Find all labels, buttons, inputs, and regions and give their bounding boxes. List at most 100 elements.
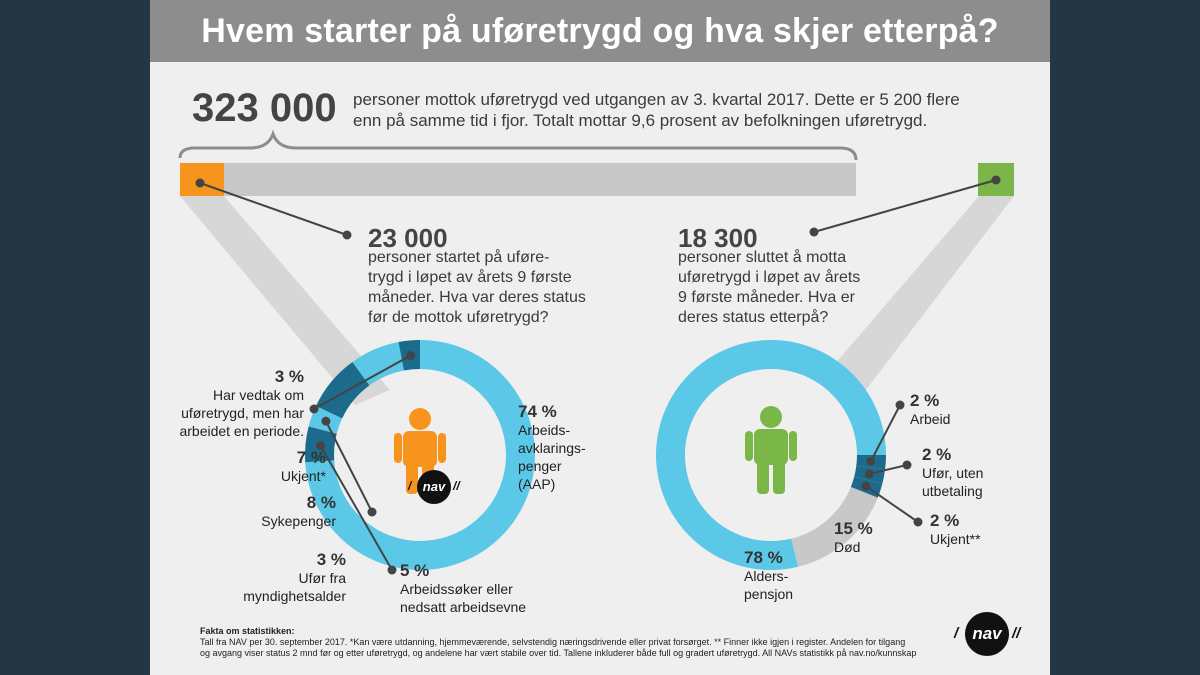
label-sykepenger: 8 % Sykepenger <box>220 494 336 530</box>
donut-left-slice-3 <box>315 361 370 419</box>
label-ukjent-right-line1: Ukjent** <box>930 531 981 547</box>
leader-ufor-uten-line <box>868 464 908 475</box>
nav-logo-large: nav <box>965 612 1009 656</box>
leader-ufor-uten-dot-ring <box>864 469 874 479</box>
label-aap-line2: avklarings- <box>518 440 586 456</box>
label-myndighetsalder-line1: Ufør fra <box>298 570 346 586</box>
label-aap-line3: penger <box>518 458 562 474</box>
label-vedtak-line3: arbeidet en periode. <box>179 423 304 439</box>
label-vedtak-pct: 3 % <box>274 367 304 386</box>
label-ukjent-right-pct: 2 % <box>930 511 960 530</box>
title-bar: Hvem starter på uføretrygd og hva skjer … <box>150 0 1050 62</box>
leader-ukjent-right-dot <box>913 517 923 527</box>
label-vedtak-line1: Har vedtak om <box>212 387 304 403</box>
nav-logo-small-slash-right: // <box>453 479 460 493</box>
leader-arbeid-dot-ring <box>866 456 876 466</box>
right-connector <box>813 179 997 233</box>
label-alderspensjon: 78 % Alders- pensjon <box>744 549 793 603</box>
left-text-line3: måneder. Hva var deres status <box>368 289 586 306</box>
label-vedtak-line2: uføretrygd, men har <box>181 405 304 421</box>
intro-text-line2: enn på samme tid i fjor. Totalt mottar 9… <box>353 111 928 130</box>
population-bar <box>180 163 856 196</box>
label-ufor-uten: 2 % Ufør, uten utbetaling <box>922 446 983 500</box>
nav-logo-small-slash-left: / <box>408 479 412 493</box>
leader-ukjent-right-line <box>865 485 919 523</box>
right-text-line4: deres status etterpå? <box>678 309 829 326</box>
label-ufor-uten-pct: 2 % <box>922 445 952 464</box>
left-connector-dot-b <box>342 230 352 240</box>
label-alderspensjon-pct: 78 % <box>744 548 783 567</box>
label-myndighetsalder-line2: myndighetsalder <box>243 588 346 604</box>
left-big-number: 23 000 <box>368 223 448 253</box>
footer-line1: Tall fra NAV per 30. september 2017. *Ka… <box>200 637 906 647</box>
left-connector-dot-a <box>195 178 205 188</box>
leader-vedtak-dot <box>309 404 319 414</box>
left-text-line1: personer startet på uføre- <box>368 249 550 266</box>
brace <box>178 129 858 161</box>
label-ukjent-left-line1: Ukjent* <box>280 468 326 484</box>
label-dod-pct: 15 % <box>834 519 873 538</box>
label-ukjent-left: 7 % Ukjent* <box>220 449 326 485</box>
left-connector <box>199 182 348 236</box>
label-aap-line4: (AAP) <box>518 476 556 492</box>
page-title: Hvem starter på uføretrygd og hva skjer … <box>201 12 999 50</box>
leader-arbeidssoker-dot-ring <box>315 441 325 451</box>
nav-logo-large-slash-left: / <box>954 625 959 642</box>
intro-big-number: 323 000 <box>192 86 337 130</box>
left-text-line2: trygd i løpet av årets 9 første <box>368 269 572 286</box>
left-beam <box>180 196 390 405</box>
label-arbeid: 2 % Arbeid <box>910 392 950 428</box>
label-vedtak: 3 % Har vedtak om uføretrygd, men har ar… <box>150 368 304 440</box>
person-orange-icon <box>394 408 446 494</box>
right-connector-dot-a <box>991 175 1001 185</box>
leader-arbeid-dot <box>895 400 905 410</box>
intro-text-line1: personer mottok uføretrygd ved utgangen … <box>353 90 960 109</box>
leader-myndighetsalder-line <box>325 420 373 513</box>
label-myndighetsalder-pct: 3 % <box>316 550 346 569</box>
right-text-line2: uføretrygd i løpet av årets <box>678 269 861 286</box>
label-sykepenger-pct: 8 % <box>306 493 336 512</box>
label-aap: 74 % Arbeids- avklarings- penger (AAP) <box>518 403 586 493</box>
left-text-line4: før de mottok uføretrygd? <box>368 309 549 326</box>
nav-logo-small: nav <box>417 470 451 504</box>
label-aap-line1: Arbeids- <box>518 422 571 438</box>
footer-label: Fakta om statistikken: <box>200 626 295 636</box>
label-dod-line1: Død <box>834 539 861 555</box>
nav-logo-large-slash-right: // <box>1012 625 1021 642</box>
label-alderspensjon-line1: Alders- <box>744 568 789 584</box>
leader-lines <box>309 350 923 575</box>
label-ukjent-right: 2 % Ukjent** <box>930 512 981 548</box>
label-arbeid-line1: Arbeid <box>910 411 951 427</box>
right-text-line1: personer sluttet å motta <box>678 249 847 266</box>
label-arbeidssoker: 5 % Arbeidssøker eller nedsatt arbeidsev… <box>400 562 526 616</box>
leader-arbeidssoker-line <box>319 445 393 571</box>
leader-vedtak-dot-ring <box>406 350 416 360</box>
right-text-line3: 9 første måneder. Hva er <box>678 289 855 306</box>
label-arbeidssoker-line2: nedsatt arbeidsevne <box>400 599 527 615</box>
footer-line2: og avgang viser status 2 mnd før og ette… <box>200 648 917 658</box>
right-beam <box>828 196 1014 395</box>
label-dod: 15 % Død <box>834 520 873 556</box>
right-connector-dot-b <box>809 227 819 237</box>
footer-text: Tall fra NAV per 30. september 2017. *Ka… <box>200 637 960 659</box>
label-ukjent-left-pct: 7 % <box>296 448 326 467</box>
leader-myndighetsalder-dot <box>367 507 377 517</box>
donut-right-slice-3 <box>791 486 878 567</box>
label-arbeidssoker-line1: Arbeidssøker eller <box>400 581 513 597</box>
label-alderspensjon-line2: pensjon <box>744 586 794 602</box>
label-ufor-uten-line1: Ufør, uten <box>922 465 984 481</box>
leader-ukjent-right-dot-ring <box>861 481 871 491</box>
label-arbeidssoker-pct: 5 % <box>400 561 430 580</box>
leader-myndighetsalder-dot-ring <box>321 416 331 426</box>
label-ufor-uten-line2: utbetaling <box>922 483 983 499</box>
label-arbeid-pct: 2 % <box>910 391 940 410</box>
label-myndighetsalder: 3 % Ufør fra myndighetsalder <box>220 551 346 605</box>
donut-left-slice-4 <box>352 342 404 386</box>
leader-arbeid-line <box>869 404 901 462</box>
infographic: Hvem starter på uføretrygd og hva skjer … <box>150 0 1050 675</box>
person-green-icon <box>745 406 797 494</box>
label-sykepenger-line1: Sykepenger <box>261 513 336 529</box>
leader-arbeidssoker-dot <box>387 565 397 575</box>
label-aap-pct: 74 % <box>518 402 557 421</box>
right-big-number: 18 300 <box>678 223 758 253</box>
